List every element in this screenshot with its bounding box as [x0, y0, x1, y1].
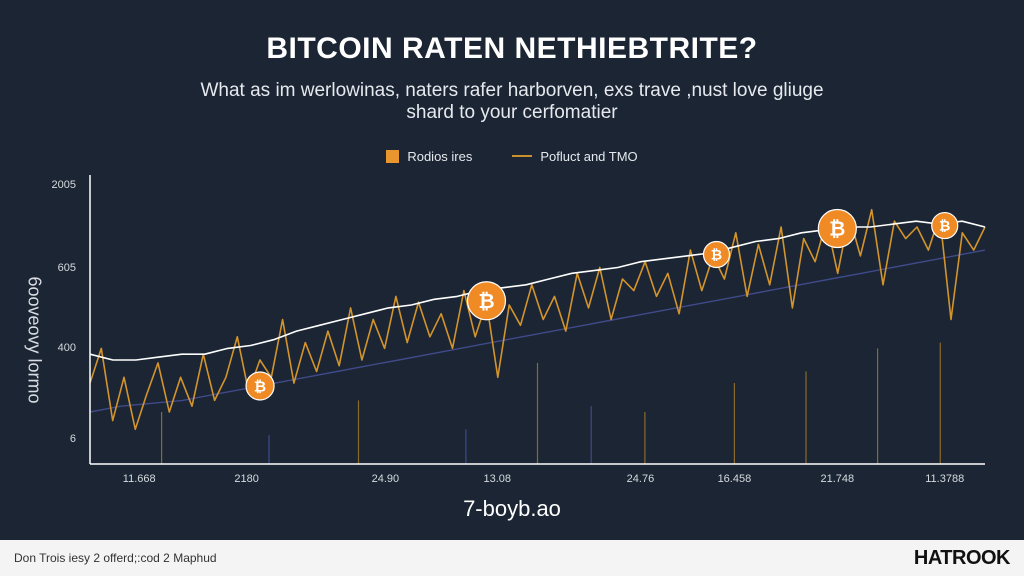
- x-tick-label: 13.08: [483, 473, 511, 485]
- legend-item-line: Pofluct and TMO: [512, 148, 638, 164]
- series-line-orange: [89, 208, 986, 431]
- footer-note: Don Trois iesy 2 offerd;:cod 2 Maphud: [14, 551, 217, 565]
- chart-subtitle: What as im werlowinas, naters rafer harb…: [200, 80, 824, 123]
- footer-bar: Don Trois iesy 2 offerd;:cod 2 Maphud HA…: [0, 540, 1024, 576]
- bitcoin-icon-glyph: ₿: [254, 378, 266, 395]
- legend-swatch-line: [512, 155, 533, 157]
- bitcoin-icon-glyph: ₿: [478, 291, 494, 313]
- legend-swatch-box: [386, 149, 400, 163]
- series-line-blue: [89, 249, 986, 413]
- bitcoin-icon-glyph: ₿: [711, 246, 722, 262]
- bitcoin-icon-glyph: ₿: [939, 218, 950, 234]
- y-tick-label: 400: [58, 342, 76, 354]
- y-tick-label: 6: [70, 433, 76, 445]
- chart-title: BITCOIN RATEN NETHIEBTRITE?: [266, 32, 758, 65]
- x-tick-label: 11.3788: [925, 473, 964, 485]
- bitcoin-icon-glyph: ₿: [829, 219, 845, 241]
- y-tick-label: 2005: [52, 179, 76, 191]
- x-tick-label: 16.458: [718, 473, 752, 485]
- legend: Rodios ires Pofluct and TMO: [0, 146, 1024, 166]
- x-axis-label: 7-boyb.ao: [463, 496, 561, 521]
- bitcoin-icon: [466, 281, 507, 321]
- x-tick-label: 11.668: [123, 473, 156, 485]
- legend-item-box: Rodios ires: [386, 149, 472, 164]
- bitcoin-icon: [817, 208, 857, 249]
- bitcoin-icon: [702, 240, 731, 269]
- legend-label-line: Pofluct and TMO: [540, 148, 638, 164]
- legend-label-box: Rodios ires: [407, 148, 473, 164]
- bitcoin-icon: [245, 371, 275, 401]
- x-tick-label: 21.748: [820, 473, 854, 485]
- y-tick-label: 605: [58, 262, 76, 274]
- bitcoin-icon: [931, 211, 959, 240]
- x-tick-label: 2180: [234, 473, 258, 485]
- x-tick-label: 24.76: [627, 473, 655, 485]
- x-tick-label: 24.90: [372, 473, 400, 485]
- footer-brand-logo: HATROOK: [913, 546, 1011, 569]
